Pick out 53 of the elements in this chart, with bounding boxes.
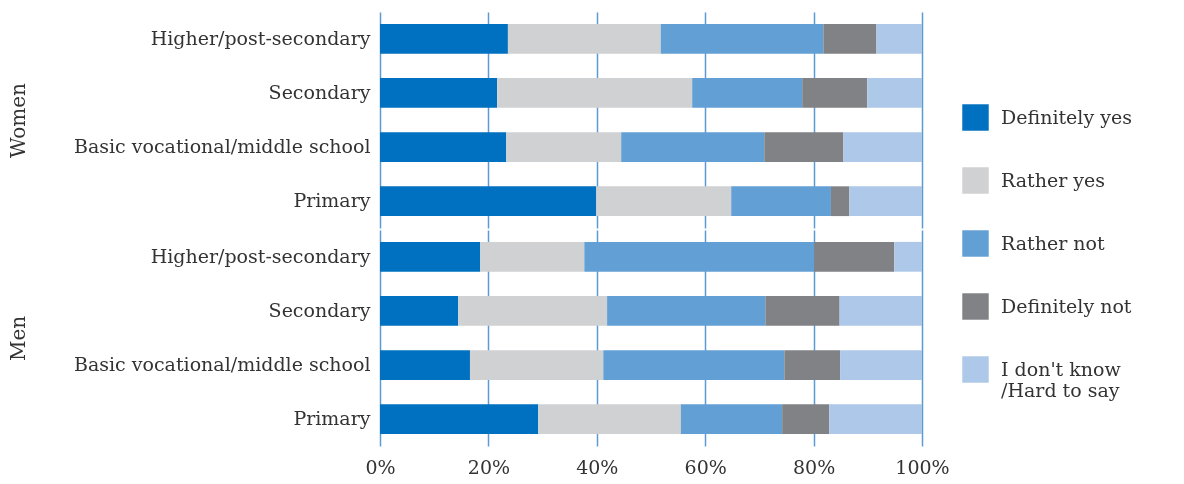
bar: [380, 186, 597, 217]
x-tick-label: 100%: [895, 455, 950, 478]
bar: [380, 350, 470, 380]
x-tick-label: 20%: [467, 455, 511, 478]
bar: [380, 78, 498, 108]
bar: [843, 132, 922, 162]
y-tick-label: Secondary: [268, 80, 371, 103]
legend-label: Definitely not: [1001, 294, 1132, 317]
y-axis-title: Women: [5, 82, 30, 158]
legend-label: Definitely yes: [1001, 105, 1132, 128]
bar: [380, 404, 539, 435]
bar: [507, 23, 661, 54]
y-tick-label: Primary: [293, 189, 371, 212]
bar: [764, 132, 844, 162]
bar: [894, 241, 922, 272]
y-tick-label: Primary: [293, 407, 371, 430]
y-tick-label: Basic vocational/middle school: [74, 353, 371, 376]
bar: [784, 350, 841, 380]
bar: [782, 404, 830, 435]
bar: [823, 23, 877, 54]
bar: [596, 186, 732, 217]
y-tick-label: Secondary: [268, 298, 371, 321]
x-tick-label: 0%: [365, 455, 396, 478]
bar: [814, 241, 895, 272]
bar: [506, 132, 622, 162]
y-tick-label: Higher/post-secondary: [150, 244, 371, 267]
x-tick-label: 40%: [576, 455, 619, 478]
x-tick-label: 80%: [792, 455, 836, 478]
legend-label: Rather yes: [1001, 168, 1106, 191]
bar: [538, 404, 681, 435]
bar: [380, 23, 508, 54]
bar: [458, 296, 608, 326]
y-tick-label: Basic vocational/middle school: [74, 135, 371, 158]
bar: [876, 23, 922, 54]
bar: [469, 350, 604, 380]
bar: [802, 78, 868, 108]
bar: [867, 78, 922, 108]
y-tick-label: Higher/post-secondary: [150, 26, 371, 49]
bar: [480, 241, 585, 272]
y-axis-title: Men: [5, 315, 30, 362]
x-tick-label: 60%: [684, 455, 727, 478]
bar: [380, 132, 507, 162]
legend-label: Rather not: [1001, 231, 1105, 254]
bar: [380, 241, 481, 272]
bar: [765, 296, 840, 326]
bar: [380, 296, 459, 326]
bar: [849, 186, 922, 217]
bar: [839, 296, 922, 326]
bar: [830, 186, 850, 217]
bar: [840, 350, 922, 380]
legend-label: I don't know /Hard to say: [1001, 357, 1122, 401]
bar: [829, 404, 922, 435]
bar: [497, 78, 693, 108]
